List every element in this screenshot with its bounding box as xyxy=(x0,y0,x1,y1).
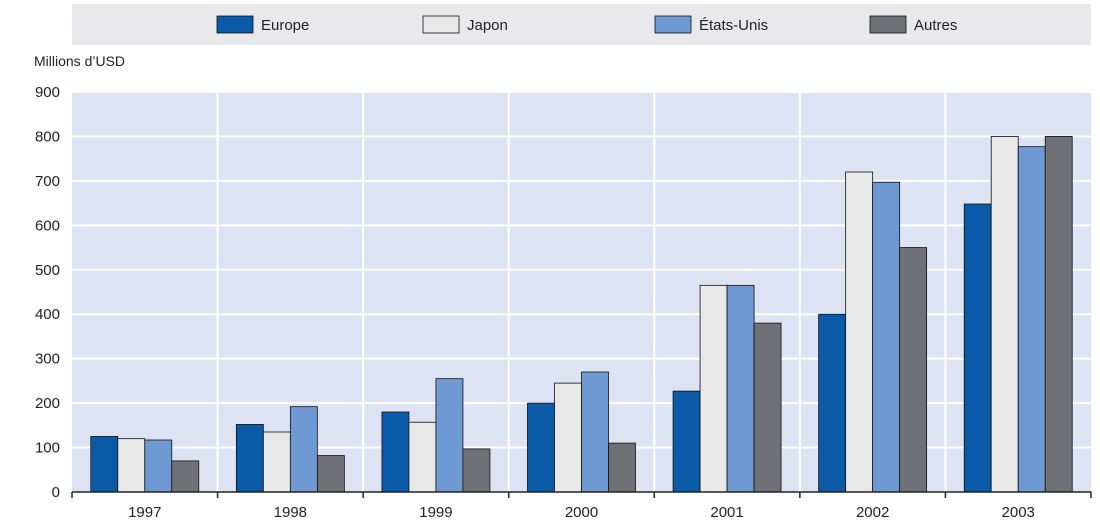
legend-label: Japon xyxy=(467,17,508,34)
y-axis: 0 100 200 300 400 500 600 700 800 900 xyxy=(35,84,60,501)
y-tick-label: 600 xyxy=(35,217,60,234)
bar--tats-unis-1999 xyxy=(435,378,464,493)
y-tick-label: 700 xyxy=(35,173,60,190)
x-tick-label: 1999 xyxy=(419,504,452,521)
bar-japon-2001 xyxy=(699,284,728,493)
bar-autres-1999 xyxy=(462,448,491,493)
bar-autres-1998 xyxy=(316,455,345,493)
y-axis-label: Millions d’USD xyxy=(34,53,125,69)
x-axis: 1997 1998 1999 2000 2001 2002 2003 xyxy=(71,492,1092,521)
x-tick-label: 2003 xyxy=(1002,504,1035,521)
bar--tats-unis-2002 xyxy=(872,181,901,493)
legend-swatch xyxy=(869,15,907,34)
bar--tats-unis-2003 xyxy=(1017,146,1046,493)
bar-europe-2000 xyxy=(527,402,555,493)
legend-label: États-Unis xyxy=(699,17,768,34)
bar-autres-2000 xyxy=(608,442,636,493)
bar-europe-2002 xyxy=(818,313,847,493)
x-tick-label: 2000 xyxy=(565,504,598,521)
bar-japon-2000 xyxy=(554,382,582,493)
bar-japon-1999 xyxy=(408,421,437,493)
x-tick-label: 2001 xyxy=(710,504,743,521)
x-tick-label: 1997 xyxy=(128,504,161,521)
bar--tats-unis-1997 xyxy=(144,439,173,493)
bars xyxy=(90,136,1073,493)
bar--tats-unis-2001 xyxy=(726,284,755,493)
y-tick-label: 300 xyxy=(35,351,60,368)
bar-autres-2002 xyxy=(899,247,928,493)
bar-autres-2003 xyxy=(1044,136,1073,493)
bar--tats-unis-2000 xyxy=(581,371,609,493)
y-tick-label: 500 xyxy=(35,262,60,279)
legend-label: Autres xyxy=(914,17,957,34)
y-tick-label: 400 xyxy=(35,306,60,323)
legend: Europe Japon États-Unis Autres xyxy=(216,15,957,34)
y-tick-label: 100 xyxy=(35,440,60,457)
bar--tats-unis-1998 xyxy=(289,406,318,493)
x-tick-label: 2002 xyxy=(856,504,889,521)
legend-swatch xyxy=(216,15,254,34)
legend-swatch xyxy=(422,15,460,34)
bar-europe-1999 xyxy=(381,411,410,493)
bar-autres-1997 xyxy=(171,460,200,493)
y-tick-label: 0 xyxy=(52,484,60,501)
legend-label: Europe xyxy=(261,17,309,34)
bar-japon-2002 xyxy=(845,171,874,493)
bar-europe-2001 xyxy=(672,390,701,493)
bar-europe-1997 xyxy=(90,436,119,493)
y-tick-label: 900 xyxy=(35,84,60,101)
bar-japon-1998 xyxy=(262,431,291,493)
bar-europe-2003 xyxy=(963,203,992,493)
bar-japon-1997 xyxy=(117,438,146,493)
bar-autres-2001 xyxy=(753,322,782,493)
y-tick-label: 800 xyxy=(35,128,60,145)
legend-swatch xyxy=(654,15,692,34)
y-tick-label: 200 xyxy=(35,395,60,412)
bar-japon-2003 xyxy=(990,136,1019,493)
x-tick-label: 1998 xyxy=(274,504,307,521)
bar-europe-1998 xyxy=(235,424,264,493)
